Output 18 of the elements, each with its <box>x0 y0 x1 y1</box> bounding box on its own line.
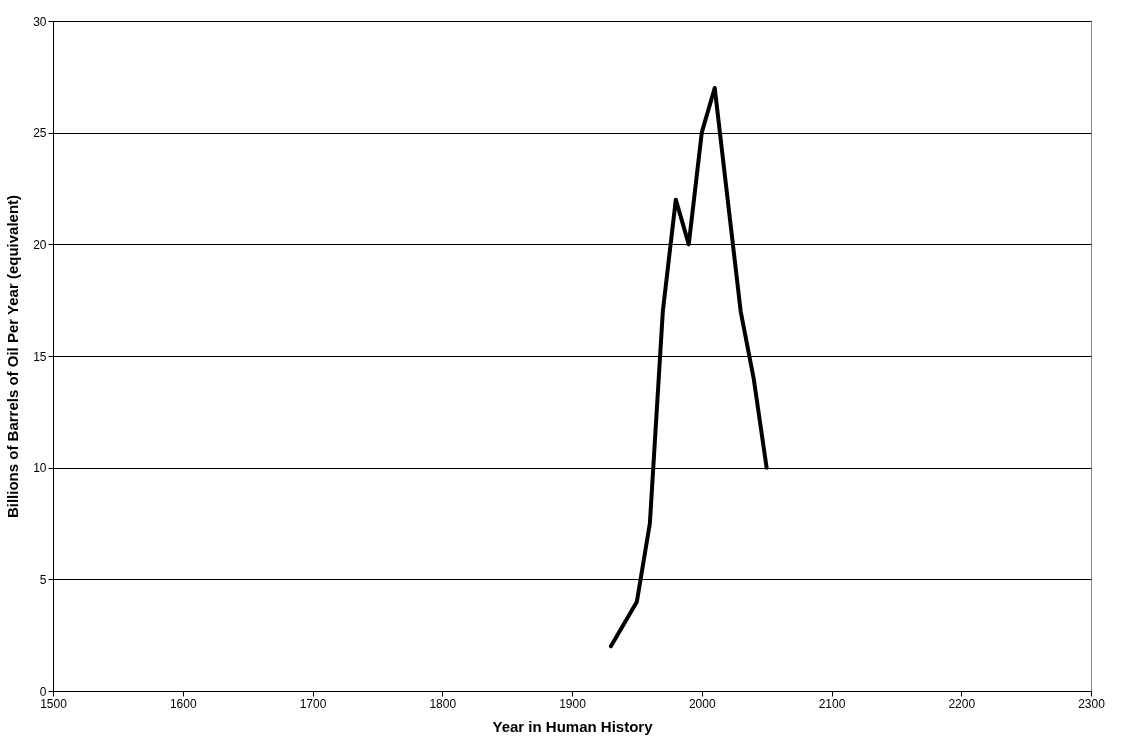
x-tick-label: 2200 <box>948 696 976 711</box>
x-tick-label: 1700 <box>299 696 327 711</box>
x-tick-label: 1900 <box>559 696 587 711</box>
y-tick-label: 20 <box>33 237 47 252</box>
x-tick-label: 2300 <box>1078 696 1106 711</box>
x-tick-label: 1600 <box>169 696 197 711</box>
x-axis-title: Year in Human History <box>492 717 654 735</box>
y-tick-label: 15 <box>33 349 47 364</box>
y-tick-label: 30 <box>33 14 47 29</box>
x-tick-label: 1800 <box>429 696 457 711</box>
x-tick-label: 1500 <box>40 696 68 711</box>
y-tick-label: 5 <box>39 572 47 587</box>
y-tick-label: 0 <box>39 684 47 699</box>
y-tick-label: 10 <box>33 461 47 476</box>
y-tick-label: 25 <box>33 126 47 141</box>
x-tick-label: 2000 <box>688 696 716 711</box>
x-tick-label: 2100 <box>818 696 846 711</box>
y-axis-title: Billions of Barrels of Oil Per Year (equivalent) <box>4 194 22 519</box>
